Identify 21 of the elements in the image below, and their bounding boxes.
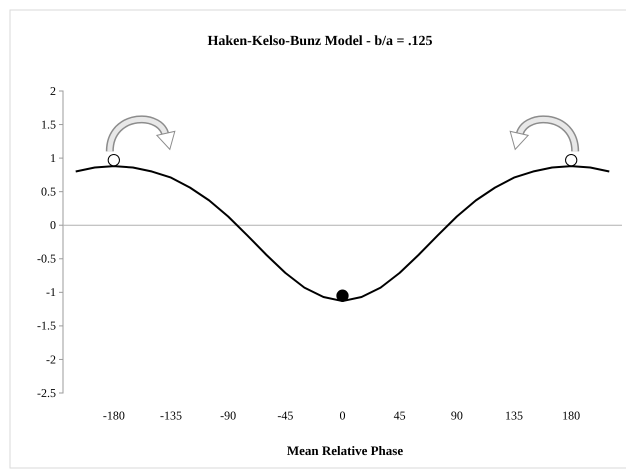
- y-tick-label: -2.5: [37, 386, 56, 400]
- y-tick-label: 0.5: [41, 184, 56, 199]
- x-tick-label: -45: [277, 408, 294, 423]
- y-tick-label: -2: [46, 352, 56, 366]
- chart-title: Haken-Kelso-Bunz Model - b/a = .125: [208, 34, 432, 49]
- x-tick-label: -90: [220, 408, 236, 423]
- x-tick-label: 180: [562, 408, 580, 423]
- x-tick-label: 135: [505, 408, 524, 423]
- x-tick-label: -135: [160, 408, 182, 423]
- y-tick-label: -1: [46, 285, 56, 300]
- y-tick-label: 0: [50, 218, 56, 232]
- y-tick-label: 1: [50, 150, 56, 165]
- y-tick-label: 2: [50, 84, 56, 98]
- x-axis-title: Mean Relative Phase: [286, 443, 404, 458]
- x-tick-label: -180: [102, 408, 125, 423]
- y-tick-label: 1.5: [41, 117, 56, 132]
- x-tick-label: 0: [340, 408, 346, 423]
- x-tick-label: 45: [394, 408, 406, 423]
- y-tick-label: -1.5: [37, 318, 56, 333]
- y-tick-label: -0.5: [37, 252, 56, 266]
- x-tick-label: 90: [450, 408, 463, 423]
